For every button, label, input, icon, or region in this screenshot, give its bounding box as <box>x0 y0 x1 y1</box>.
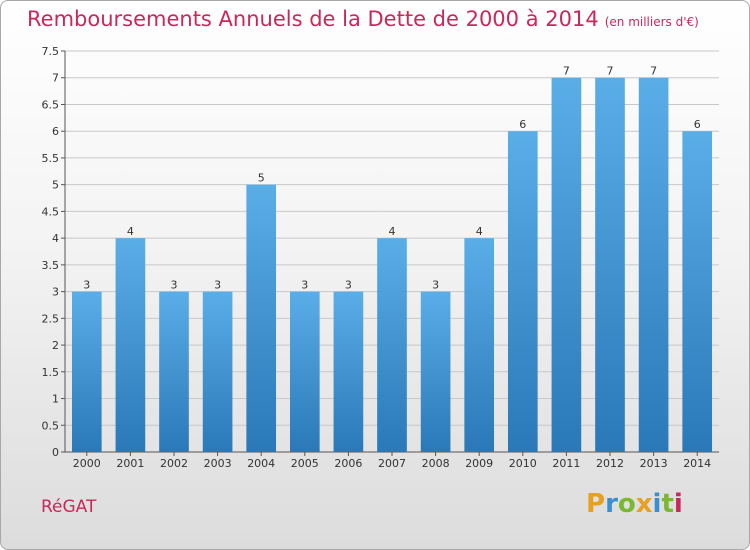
y-tick-label: 0 <box>52 446 59 459</box>
y-tick-label: 6 <box>52 125 59 138</box>
data-label: 7 <box>563 65 570 78</box>
bar <box>551 77 582 452</box>
data-label: 7 <box>607 65 614 78</box>
data-label: 3 <box>214 279 221 292</box>
x-tick-label: 2003 <box>204 457 232 470</box>
bar <box>115 238 146 452</box>
bar <box>464 238 495 452</box>
x-tick-label: 2002 <box>160 457 188 470</box>
title-text: Remboursements Annuels de la Dette de 20… <box>27 7 599 31</box>
x-tick-label: 2013 <box>640 457 668 470</box>
x-tick-label: 2012 <box>596 457 624 470</box>
logo-letter: x <box>635 489 653 519</box>
y-tick-label: 6.5 <box>42 98 60 111</box>
y-tick-label: 1.5 <box>42 366 60 379</box>
data-label: 4 <box>127 225 134 238</box>
logo-letter: t <box>661 489 674 519</box>
y-tick-label: 1 <box>52 393 59 406</box>
bar <box>682 131 713 452</box>
x-tick-label: 2001 <box>116 457 144 470</box>
logo-letter: i <box>673 489 683 519</box>
x-tick-label: 2011 <box>552 457 580 470</box>
bar <box>420 291 451 452</box>
data-label: 5 <box>258 172 265 185</box>
data-label: 3 <box>432 279 439 292</box>
x-tick-label: 2004 <box>247 457 275 470</box>
y-tick-label: 7.5 <box>42 45 60 58</box>
x-tick-label: 2006 <box>334 457 362 470</box>
x-tick-label: 2009 <box>465 457 493 470</box>
bar <box>507 131 538 452</box>
x-tick-label: 2014 <box>683 457 711 470</box>
x-tick-label: 2005 <box>291 457 319 470</box>
data-label: 4 <box>389 225 396 238</box>
data-label: 3 <box>83 279 90 292</box>
y-tick-label: 4 <box>52 232 59 245</box>
chart-subtitle: (en milliers d'€) <box>604 15 699 29</box>
data-label: 6 <box>694 118 701 131</box>
data-label: 7 <box>650 65 657 78</box>
bar <box>289 291 320 452</box>
x-tick-label: 2008 <box>422 457 450 470</box>
logo-letter: P <box>586 489 606 519</box>
bars <box>71 77 713 452</box>
proxiti-logo: Proxiti <box>586 489 683 519</box>
chart-title: Remboursements Annuels de la Dette de 20… <box>27 7 699 31</box>
y-tick-label: 5.5 <box>42 152 60 165</box>
y-tick-label: 2.5 <box>42 312 60 325</box>
y-tick-label: 5 <box>52 179 59 192</box>
bar <box>377 238 407 452</box>
data-label: 3 <box>171 279 178 292</box>
bar <box>71 291 102 452</box>
data-label: 3 <box>301 279 308 292</box>
logo-letter: o <box>617 489 636 519</box>
commune-name: RéGAT <box>41 497 97 517</box>
x-tick-label: 2007 <box>378 457 406 470</box>
logo-letter: i <box>652 489 662 519</box>
bar <box>595 77 625 452</box>
data-label: 4 <box>476 225 483 238</box>
bar <box>638 77 669 452</box>
y-tick-label: 3.5 <box>42 259 60 272</box>
bar <box>333 291 364 452</box>
x-tick-label: 2000 <box>73 457 101 470</box>
bar <box>202 291 233 452</box>
logo-letter: r <box>605 489 618 519</box>
data-label: 6 <box>519 118 526 131</box>
x-tick-label: 2010 <box>509 457 537 470</box>
labels: 0 0.5 1 1.5 2 2.5 3 3.5 4 4.5 5 5.5 6 6.5 7 7.5 3 2000 4 20… <box>42 45 712 470</box>
data-label: 3 <box>345 279 352 292</box>
y-tick-label: 2 <box>52 339 59 352</box>
bar <box>159 291 189 452</box>
y-tick-label: 3 <box>52 286 59 299</box>
bar <box>246 184 277 452</box>
y-tick-label: 7 <box>52 72 59 85</box>
y-tick-label: 4.5 <box>42 205 60 218</box>
y-tick-label: 0.5 <box>42 419 60 432</box>
